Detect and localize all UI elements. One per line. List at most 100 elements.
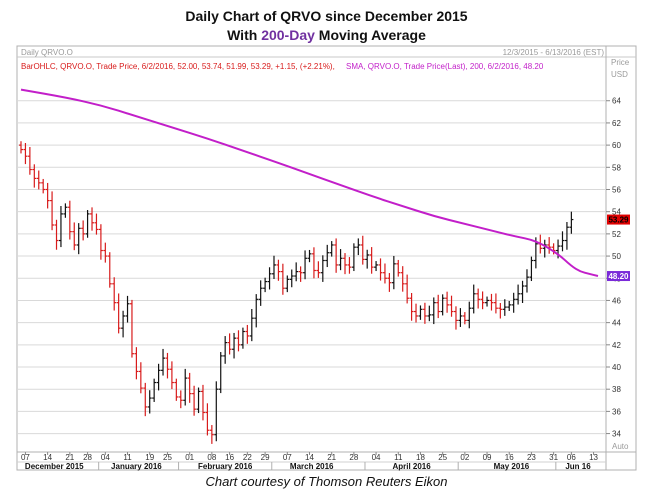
x-tick-label-26: 06 (567, 453, 576, 462)
price-axis-label: Price (611, 58, 630, 67)
ohlc-bar-43 (209, 425, 214, 444)
ohlc-bar-95 (440, 294, 445, 316)
sma-badge: 48.20 (607, 271, 630, 282)
ohlc-bar-3 (32, 164, 37, 188)
x-month-label-1: January 2016 (111, 462, 162, 471)
y-tick-label-62: 62 (612, 119, 621, 128)
ohlc-bar-90 (418, 305, 423, 320)
x-tick-label-6: 19 (145, 453, 154, 462)
ohlc-bar-34 (169, 361, 174, 390)
x-month-label-2: February 2016 (198, 462, 253, 471)
x-month-label-0: December 2015 (25, 462, 84, 471)
ohlc-bar-11 (67, 200, 72, 240)
y-tick-label-40: 40 (612, 363, 621, 372)
ohlc-bar-114 (524, 269, 529, 293)
x-axis-ticks: 07 14 21 28 04 11 19 25 01 08 16 22 29 07 14 21 28 04 11 18… (21, 452, 599, 471)
ohlc-bar-45 (218, 352, 223, 394)
y-tick-label-60: 60 (612, 141, 621, 150)
y-tick-label-64: 64 (612, 97, 621, 106)
x-tick-label-4: 04 (101, 453, 110, 462)
last-price-badge: 53.29 (607, 214, 630, 225)
ohlc-bar-89 (414, 303, 419, 323)
ohlc-bar-16 (90, 207, 95, 231)
ohlc-bar-7 (50, 191, 55, 231)
ohlc-bar-72 (338, 249, 343, 271)
y-tick-label-36: 36 (612, 407, 621, 416)
ohlc-bar-106 (489, 293, 494, 311)
ohlc-bar-21 (112, 277, 117, 311)
x-tick-label-2: 21 (65, 453, 74, 462)
ohlc-bar-53 (254, 294, 259, 328)
title-suffix: Moving Average (314, 27, 426, 43)
ohlc-bar-97 (449, 295, 454, 317)
ohlc-bar-52 (249, 308, 254, 342)
x-tick-label-10: 16 (225, 453, 234, 462)
ohlc-bar-100 (462, 312, 467, 325)
ohlc-bar-2 (27, 147, 32, 175)
currency-label: USD (611, 70, 628, 79)
x-tick-label-12: 29 (261, 453, 270, 462)
ohlc-bar-50 (240, 327, 245, 349)
ohlc-bar-81 (378, 258, 383, 281)
ohlc-bar-61 (289, 269, 294, 288)
ohlc-bar-32 (161, 348, 166, 376)
ohlc-bar-60 (285, 275, 290, 293)
ohlc-bar-110 (507, 300, 512, 311)
ohlc-bar-103 (476, 288, 481, 309)
ohlc-bar-56 (267, 267, 272, 290)
ohlc-bar-41 (200, 384, 205, 421)
ohlc-bar-107 (493, 293, 498, 314)
ohlc-bar-1 (23, 143, 28, 165)
y-tick-label-54: 54 (612, 208, 621, 217)
y-tick-label-52: 52 (612, 230, 621, 239)
x-tick-label-0: 07 (21, 453, 30, 462)
x-tick-label-17: 04 (372, 453, 381, 462)
ohlc-bar-67 (316, 261, 321, 278)
ohlc-bar-62 (294, 262, 299, 282)
x-month-label-6: Jun 16 (565, 462, 591, 471)
chart-title-line2: With 200-Day Moving Average (0, 27, 653, 43)
ohlc-bar-10 (63, 203, 68, 218)
ohlc-bar-23 (121, 310, 126, 338)
ohlc-bar-122 (560, 231, 565, 252)
ohlc-bar-58 (276, 259, 281, 281)
y-tick-label-56: 56 (612, 185, 621, 194)
ohlc-bar-84 (391, 255, 396, 290)
ohlc-bar-5 (41, 178, 46, 194)
x-tick-label-11: 22 (243, 453, 252, 462)
y-tick-label-58: 58 (612, 163, 621, 172)
gridlines (17, 100, 606, 435)
ohlc-bar-44 (214, 381, 219, 442)
ohlc-bar-86 (400, 266, 405, 292)
auto-label: Auto (612, 442, 629, 451)
ohlc-bar-70 (329, 241, 334, 257)
ohlc-bar-8 (54, 219, 59, 250)
ohlc-bar-59 (280, 263, 285, 295)
title-prefix: With (227, 27, 262, 43)
ohlc-bar-77 (360, 235, 365, 265)
ohlc-bar-83 (387, 273, 392, 292)
ohlc-bar-25 (129, 299, 134, 358)
x-month-label-3: March 2016 (290, 462, 334, 471)
ohlc-bar-28 (143, 382, 148, 417)
ohlc-bar-31 (156, 363, 161, 391)
ohlc-bar-33 (165, 352, 170, 379)
ohlc-bar-57 (271, 255, 276, 280)
sma-200-line (20, 88, 599, 278)
x-tick-label-19: 18 (416, 453, 425, 462)
x-month-label-4: April 2016 (392, 462, 431, 471)
ohlc-bar-9 (58, 206, 63, 248)
y-tick-label-34: 34 (612, 430, 621, 439)
x-tick-label-15: 21 (327, 453, 336, 462)
ohlc-bar-71 (334, 238, 339, 273)
ohlc-bar-46 (223, 336, 228, 364)
ohlc-bar-80 (374, 261, 379, 272)
ohlc-bar-115 (529, 256, 534, 282)
ohlc-bar-40 (196, 387, 201, 414)
ohlc-bar-113 (520, 280, 525, 303)
ohlc-bar-76 (356, 238, 361, 256)
ohlc-bar-55 (263, 277, 268, 293)
x-tick-label-25: 31 (549, 453, 558, 462)
ohlc-bar-124 (569, 211, 574, 234)
ohlc-bar-101 (467, 301, 472, 329)
